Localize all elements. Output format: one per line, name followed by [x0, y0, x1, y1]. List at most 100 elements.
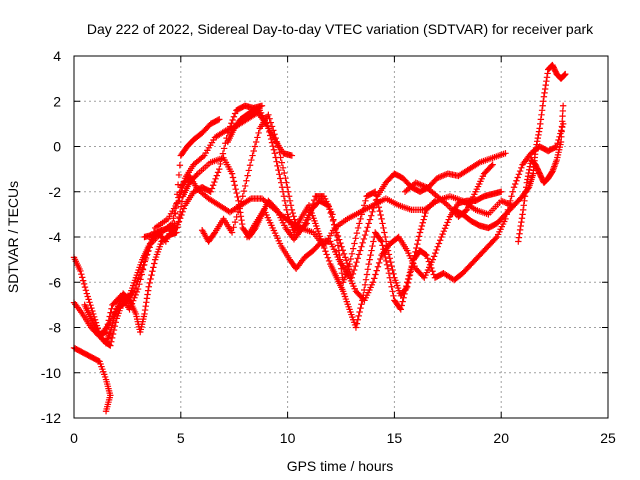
data-point	[543, 74, 551, 81]
data-point	[77, 267, 84, 275]
data-point	[229, 116, 236, 124]
data-point	[218, 155, 225, 162]
data-point	[267, 119, 275, 126]
data-point	[310, 196, 318, 204]
data-point	[372, 271, 379, 278]
data-point	[374, 200, 382, 207]
data-point	[519, 211, 526, 218]
data-point	[514, 174, 521, 181]
data-point	[540, 98, 547, 105]
data-point	[533, 141, 540, 148]
data-point	[429, 256, 437, 263]
data-series	[243, 188, 505, 304]
data-point	[422, 251, 429, 258]
data-point	[512, 180, 519, 188]
data-point	[524, 176, 531, 183]
data-point	[150, 264, 157, 271]
data-point	[441, 171, 448, 179]
data-point	[358, 301, 365, 308]
data-point	[354, 255, 361, 262]
data-point	[369, 208, 376, 215]
data-point	[371, 188, 379, 195]
data-point	[223, 134, 230, 142]
data-point	[319, 241, 327, 248]
data-series	[70, 109, 296, 338]
data-point	[246, 196, 253, 203]
data-point	[232, 185, 239, 193]
data-point	[535, 131, 542, 139]
data-point	[424, 255, 431, 262]
data-point	[355, 251, 363, 258]
x-tick-label: 0	[70, 430, 78, 446]
data-point	[362, 197, 369, 204]
data-point	[368, 247, 375, 254]
data-point	[275, 166, 282, 174]
data-point	[518, 164, 525, 172]
data-point	[502, 199, 509, 206]
data-point	[220, 145, 228, 152]
data-point	[538, 111, 545, 119]
data-point	[370, 238, 377, 245]
data-point	[360, 286, 368, 294]
data-point	[88, 304, 95, 312]
y-tick-label: 0	[53, 139, 61, 155]
data-point	[389, 266, 396, 274]
data-point	[521, 193, 529, 200]
data-point	[199, 153, 206, 161]
data-point	[375, 259, 383, 267]
data-point	[309, 200, 317, 208]
data-point	[241, 182, 249, 190]
data-point	[80, 280, 88, 288]
data-point	[359, 239, 366, 247]
data-point	[513, 177, 520, 184]
data-point	[520, 202, 527, 209]
data-point	[423, 251, 430, 259]
data-point	[83, 290, 91, 297]
data-point	[270, 146, 278, 153]
data-point	[334, 242, 342, 249]
data-point	[444, 219, 451, 226]
data-point	[265, 125, 272, 132]
y-tick-label: 2	[53, 93, 61, 109]
data-point	[324, 202, 332, 209]
data-point	[125, 293, 132, 300]
data-point	[384, 265, 392, 272]
data-point	[359, 206, 367, 214]
data-point	[231, 110, 239, 117]
data-point	[238, 198, 245, 205]
data-point	[249, 152, 256, 159]
data-point	[371, 275, 378, 282]
data-point	[217, 160, 224, 168]
data-point	[438, 233, 445, 241]
chart-title: Day 222 of 2022, Sidereal Day-to-day VTE…	[87, 21, 594, 37]
data-point	[231, 218, 239, 226]
data-point	[357, 215, 364, 223]
data-point	[367, 251, 374, 259]
data-point	[180, 205, 188, 212]
data-point	[373, 196, 381, 203]
data-point	[418, 182, 426, 189]
data-point	[386, 255, 394, 262]
data-point	[436, 237, 444, 244]
data-point	[523, 179, 531, 186]
data-point	[499, 198, 506, 205]
data-point	[560, 72, 568, 79]
data-point	[250, 147, 257, 155]
data-point	[413, 244, 420, 252]
data-point	[515, 171, 523, 178]
data-point	[79, 277, 87, 284]
data-point	[502, 150, 509, 157]
data-point	[544, 70, 551, 77]
data-point	[380, 224, 387, 232]
data-point	[342, 257, 350, 264]
data-point	[139, 265, 146, 272]
data-point	[254, 134, 261, 141]
data-point	[230, 178, 238, 185]
data-point	[354, 224, 362, 232]
data-point	[332, 231, 340, 239]
data-point	[360, 202, 368, 209]
data-point	[408, 262, 415, 270]
data-point	[389, 288, 396, 295]
data-point	[516, 230, 523, 237]
data-point	[373, 267, 380, 274]
